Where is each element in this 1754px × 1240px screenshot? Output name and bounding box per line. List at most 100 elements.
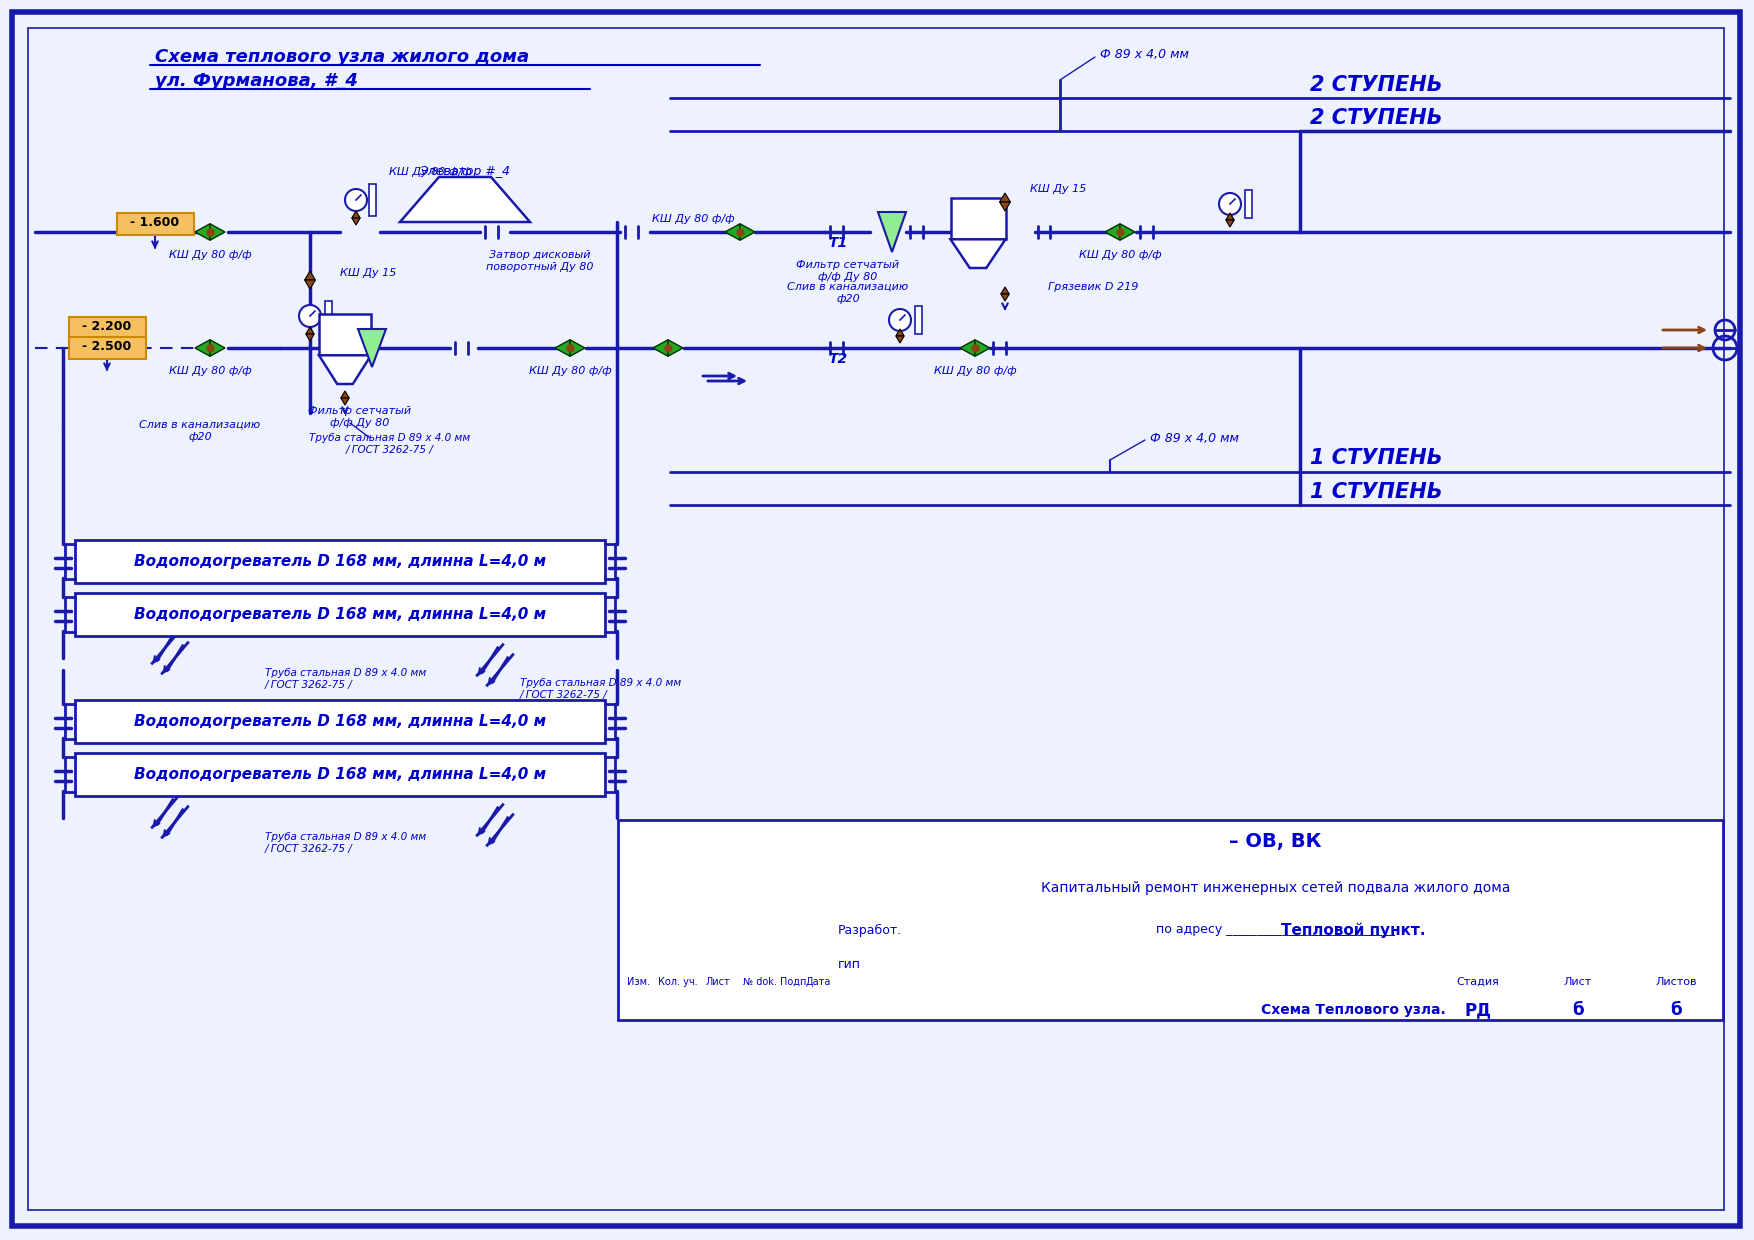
FancyBboxPatch shape (116, 212, 193, 234)
Text: 2 СТУПЕНЬ: 2 СТУПЕНЬ (1310, 74, 1442, 95)
Polygon shape (195, 223, 210, 241)
Text: по адресу ___________________________: по адресу ___________________________ (1156, 924, 1394, 936)
Bar (1245, 190, 1252, 218)
Polygon shape (1002, 286, 1009, 294)
Polygon shape (1000, 193, 1010, 202)
Text: Разработ.: Разработ. (838, 924, 902, 936)
Text: Водоподогреватель D 168 мм, длинна L=4,0 м: Водоподогреватель D 168 мм, длинна L=4,0… (133, 714, 545, 729)
Polygon shape (896, 329, 905, 336)
Text: 2 СТУПЕНЬ: 2 СТУПЕНЬ (1310, 108, 1442, 128)
Text: Водоподогреватель D 168 мм, длинна L=4,0 м: Водоподогреватель D 168 мм, длинна L=4,0… (133, 768, 545, 782)
Polygon shape (353, 218, 360, 224)
Text: Изм.: Изм. (626, 977, 649, 987)
Text: № dok.: № dok. (744, 977, 777, 987)
Text: - 2.500: - 2.500 (82, 341, 132, 353)
Polygon shape (353, 211, 360, 218)
Text: Листов: Листов (1656, 977, 1696, 987)
Polygon shape (305, 280, 316, 289)
Text: Слив в канализацию
ф20: Слив в канализацию ф20 (139, 420, 261, 441)
FancyBboxPatch shape (68, 316, 146, 339)
Text: Фильтр сетчатый
ф/ф Ду 80: Фильтр сетчатый ф/ф Ду 80 (796, 260, 900, 281)
Polygon shape (570, 340, 586, 356)
Circle shape (298, 305, 321, 327)
Polygon shape (1105, 223, 1121, 241)
Text: КШ Ду 15: КШ Ду 15 (1030, 184, 1086, 193)
Polygon shape (951, 239, 1005, 268)
Polygon shape (1226, 213, 1235, 219)
Text: T1: T1 (828, 236, 847, 250)
Polygon shape (400, 177, 530, 222)
Text: Элеватор #_4: Элеватор #_4 (419, 165, 510, 179)
Polygon shape (195, 340, 210, 356)
Text: КШ Ду 80 ф/ф: КШ Ду 80 ф/ф (528, 366, 612, 376)
Text: КШ Ду 15: КШ Ду 15 (340, 268, 396, 278)
Text: гип: гип (838, 957, 861, 971)
Text: Водоподогреватель D 168 мм, длинна L=4,0 м: Водоподогреватель D 168 мм, длинна L=4,0… (133, 608, 545, 622)
Text: Дата: Дата (805, 977, 831, 987)
Text: T2: T2 (828, 352, 847, 366)
Text: Лист: Лист (1565, 977, 1593, 987)
Text: Кол. уч.: Кол. уч. (658, 977, 698, 987)
Text: Ф 89 х 4,0 мм: Ф 89 х 4,0 мм (1151, 432, 1238, 445)
Polygon shape (1226, 219, 1235, 227)
Text: КШ Ду 80 ф/ф: КШ Ду 80 ф/ф (168, 366, 251, 376)
Polygon shape (975, 340, 989, 356)
Bar (951, 198, 1005, 239)
Polygon shape (340, 391, 349, 398)
Circle shape (1219, 193, 1242, 215)
Text: Водоподогреватель D 168 мм, длинна L=4,0 м: Водоподогреватель D 168 мм, длинна L=4,0… (133, 554, 545, 569)
Text: РД: РД (1465, 1001, 1491, 1019)
Polygon shape (1121, 223, 1135, 241)
Polygon shape (896, 336, 905, 343)
Text: Фильтр сетчатый
ф/ф Ду 80: Фильтр сетчатый ф/ф Ду 80 (309, 405, 412, 428)
Bar (75, 593, 605, 636)
Polygon shape (340, 398, 349, 405)
Bar (617, 820, 1722, 1021)
Polygon shape (305, 334, 314, 341)
Bar (319, 314, 372, 356)
Text: Схема теплового узла жилого дома: Схема теплового узла жилого дома (154, 48, 530, 66)
Polygon shape (554, 340, 570, 356)
Polygon shape (210, 223, 225, 241)
Text: 1 СТУПЕНЬ: 1 СТУПЕНЬ (1310, 482, 1442, 502)
Text: Труба стальная D 89 х 4.0 мм
/ ГОСТ 3262-75 /: Труба стальная D 89 х 4.0 мм / ГОСТ 3262… (309, 433, 470, 455)
Bar (914, 306, 921, 334)
Text: Подп.: Подп. (781, 977, 810, 987)
Text: КШ Ду 80 ф/ф: КШ Ду 80 ф/ф (933, 366, 1016, 376)
Bar (75, 753, 605, 796)
Text: Схема Теплового узла.: Схема Теплового узла. (1261, 1003, 1445, 1017)
Polygon shape (319, 356, 372, 384)
Polygon shape (358, 329, 386, 367)
Polygon shape (305, 327, 314, 334)
Text: Ф 89 х 4,0 мм: Ф 89 х 4,0 мм (1100, 48, 1189, 61)
Text: Капитальный ремонт инженерных сетей подвала жилого дома: Капитальный ремонт инженерных сетей подв… (1040, 880, 1510, 895)
Polygon shape (879, 212, 907, 252)
Text: - 1.600: - 1.600 (130, 217, 179, 229)
Text: Затвор дисковый
поворотный Ду 80: Затвор дисковый поворотный Ду 80 (486, 250, 595, 272)
Circle shape (346, 188, 367, 211)
Bar (75, 539, 605, 583)
Polygon shape (959, 340, 975, 356)
Polygon shape (1002, 294, 1009, 301)
Polygon shape (1000, 202, 1010, 211)
Bar (324, 301, 332, 331)
Text: б: б (1670, 1001, 1682, 1019)
Polygon shape (724, 223, 740, 241)
Text: 1 СТУПЕНЬ: 1 СТУПЕНЬ (1310, 448, 1442, 467)
Text: ул. Фурманова, #_4: ул. Фурманова, #_4 (154, 72, 358, 91)
Bar (368, 184, 375, 216)
Text: КШ Ду 80 ф/ф: КШ Ду 80 ф/ф (652, 215, 735, 224)
Text: б: б (1572, 1001, 1584, 1019)
Circle shape (889, 309, 910, 331)
Text: Лист: Лист (705, 977, 730, 987)
Text: Труба стальная D 89 х 4.0 мм
/ ГОСТ 3262-75 /: Труба стальная D 89 х 4.0 мм / ГОСТ 3262… (265, 832, 426, 853)
Text: Труба стальная D 89 х 4.0 мм
/ ГОСТ 3262-75 /: Труба стальная D 89 х 4.0 мм / ГОСТ 3262… (519, 678, 681, 699)
Text: КШ Ду 80 ф/ф: КШ Ду 80 ф/ф (168, 250, 251, 260)
Text: КШ Ду 80 ф/ф: КШ Ду 80 ф/ф (1079, 250, 1161, 260)
Text: Слив в канализацию
ф20: Слив в канализацию ф20 (788, 281, 909, 304)
Text: Тепловой пункт.: Тепловой пункт. (1280, 923, 1426, 937)
Text: Труба стальная D 89 х 4.0 мм
/ ГОСТ 3262-75 /: Труба стальная D 89 х 4.0 мм / ГОСТ 3262… (265, 668, 426, 689)
Polygon shape (652, 340, 668, 356)
Text: - 2.200: - 2.200 (82, 320, 132, 334)
Text: Стадия: Стадия (1456, 977, 1500, 987)
